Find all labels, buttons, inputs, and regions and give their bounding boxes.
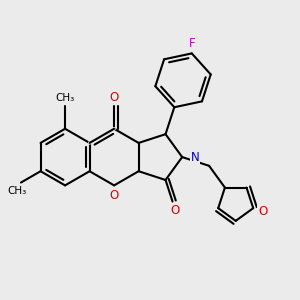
Text: F: F: [188, 37, 195, 50]
Text: N: N: [191, 151, 200, 164]
Text: O: O: [171, 204, 180, 217]
Text: CH₃: CH₃: [7, 186, 26, 196]
Text: CH₃: CH₃: [56, 93, 75, 103]
Text: O: O: [258, 205, 267, 218]
Text: O: O: [110, 91, 119, 104]
Text: O: O: [110, 189, 119, 202]
